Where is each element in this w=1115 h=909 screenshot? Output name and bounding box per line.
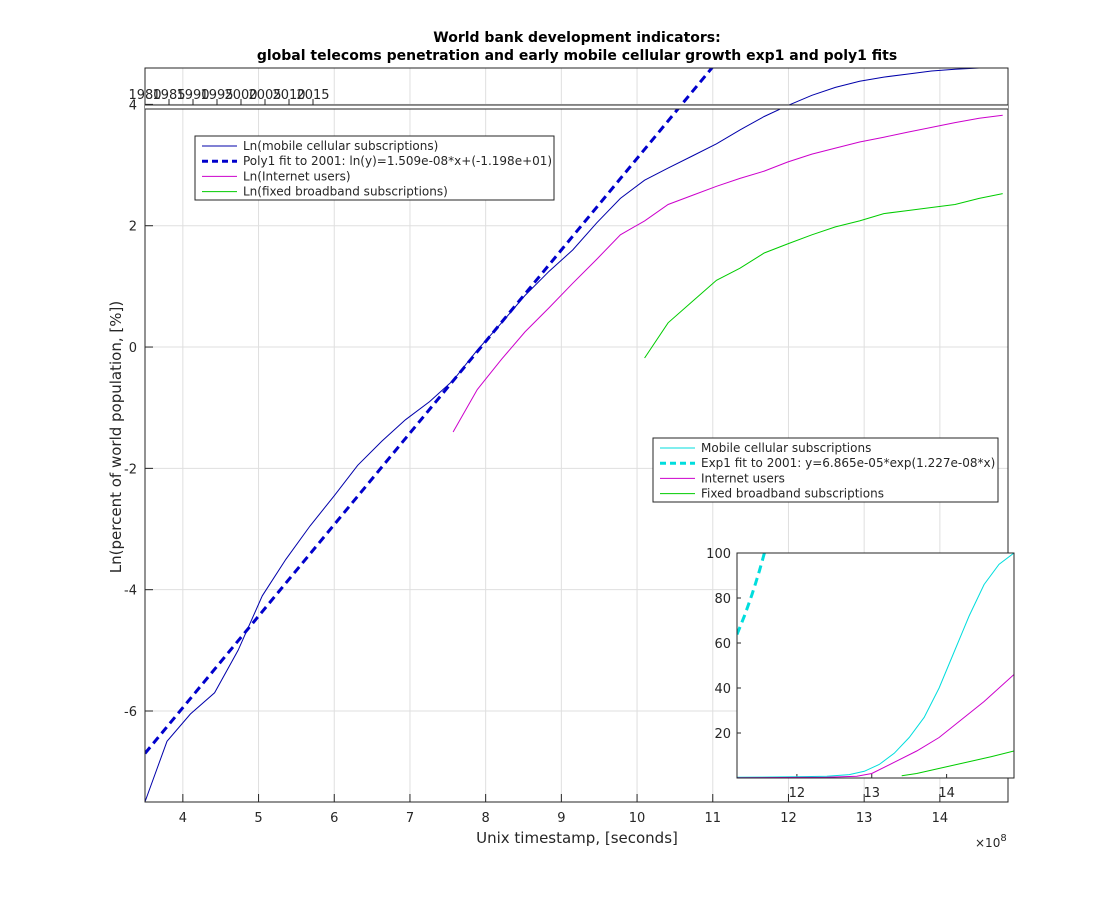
legend-main (194, 135, 555, 201)
series-line (644, 193, 1003, 359)
inset-y-tick-label: 60 (714, 637, 731, 652)
x-tick-label: 5 (254, 811, 262, 826)
inset-series-layer (737, 553, 1014, 778)
inset-y-tick-label: 20 (714, 727, 731, 742)
year-tick-label: 2010 (272, 88, 305, 103)
inset-x-tick-label: 12 (789, 786, 806, 801)
inset-y-tick-label: 40 (714, 682, 731, 697)
y-tick-label: -6 (124, 705, 137, 720)
year-tick-label: 1995 (200, 88, 233, 103)
series-line (145, 68, 714, 755)
legend-label: Exp1 fit to 2001: y=6.865e-05*exp(1.227e… (701, 456, 995, 470)
inset-series-line (737, 674, 1014, 778)
x-tick-label: 4 (179, 811, 187, 826)
chart-title-line2: global telecoms penetration and early mo… (257, 48, 897, 64)
legend-label: Fixed broadband subscriptions (701, 487, 884, 501)
legend-label: Poly1 fit to 2001: ln(y)=1.509e-08*x+(-1… (243, 154, 552, 168)
year-tick-label: 2015 (296, 88, 329, 103)
x-axis-label: Unix timestamp, [seconds] (476, 829, 678, 847)
inset-x-tick-label: 13 (863, 786, 880, 801)
y-tick-label: -4 (124, 584, 137, 599)
x-tick-label: 10 (629, 811, 646, 826)
legend-label: Ln(fixed broadband subscriptions) (243, 185, 448, 199)
inset-series-line (737, 553, 1014, 778)
inset-area (737, 553, 1014, 778)
x-tick-label: 9 (557, 811, 565, 826)
legend-label: Internet users (701, 471, 785, 485)
inset-x-tick-label: 14 (938, 786, 955, 801)
legend-label: Mobile cellular subscriptions (701, 441, 871, 455)
main-plot: 4 5 6 7 8 9 10 11 12 13 14-6-4-2024198019851990199… (124, 67, 1009, 826)
inset-plot: 12 13 14 20 40 60 80 100 (706, 547, 1015, 801)
x-tick-label: 14 (932, 811, 949, 826)
plot-frame (144, 67, 1009, 803)
x-tick-label: 7 (406, 811, 414, 826)
year-axis-band (145, 105, 1008, 109)
inset-y-tick-label: 80 (714, 592, 731, 607)
x-tick-label: 6 (330, 811, 338, 826)
y-tick-label: 0 (129, 341, 137, 356)
legend-inset (652, 437, 999, 503)
y-tick-label: -2 (124, 462, 137, 477)
x-tick-label: 13 (856, 811, 873, 826)
series-layer (145, 68, 1003, 802)
x-tick-label: 11 (704, 811, 721, 826)
year-tick-label: 1990 (176, 88, 209, 103)
legend-label: Ln(mobile cellular subscriptions) (243, 139, 438, 153)
y-axis-label: Ln(percent of world population, [%]) (107, 301, 125, 573)
x-tick-label: 12 (780, 811, 797, 826)
year-tick-label: 1985 (152, 88, 185, 103)
legend-label: Ln(Internet users) (243, 169, 351, 183)
series-line (452, 114, 1003, 433)
year-tick-label: 2005 (248, 88, 281, 103)
inset-series-line (901, 750, 1014, 777)
x-exponent-label: ×108 (975, 833, 1007, 850)
inset-frame (736, 552, 1015, 779)
chart-title-line1: World bank development indicators: (433, 30, 720, 46)
inset-y-tick-label: 100 (706, 547, 731, 562)
y-tick-label: 2 (129, 220, 137, 235)
y-tick-label: 4 (129, 98, 137, 113)
year-tick-label: 2000 (224, 88, 257, 103)
x-tick-label: 8 (482, 811, 490, 826)
year-tick-label: 1980 (128, 88, 161, 103)
series-line (145, 68, 990, 802)
